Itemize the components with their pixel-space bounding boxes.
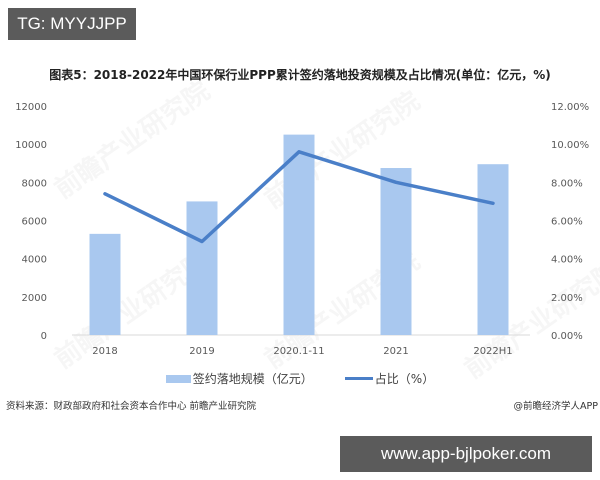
source-note: 资料来源：财政部政府和社会资本合作中心 前瞻产业研究院 [6,401,257,412]
chart-title: 图表5：2018-2022年中国环保行业PPP累计签约落地投资规模及占比情况(单… [49,68,551,82]
line-swatch-icon [344,377,373,380]
line-series [103,150,495,244]
right-tick-label: 10.00% [551,140,589,151]
left-tick-label: 2000 [22,293,47,304]
legend: 签约落地规模（亿元） 占比（%） [0,370,600,387]
x-axis-labels: 2018 2019 2020.1-11 2021 2022H1 [92,346,512,357]
left-axis: 0 2000 4000 6000 8000 10000 12000 [15,102,47,342]
x-tick-label: 2021 [383,346,408,357]
left-tick-label: 10000 [15,140,47,151]
bar [186,201,218,335]
bar-swatch-icon [165,374,191,383]
legend-item-bar: 签约落地规模（亿元） [165,370,313,387]
bar [380,168,412,335]
bar [89,233,121,335]
right-tick-label: 2.00% [551,293,583,304]
url-badge: www.app-bjlpoker.com [340,436,592,472]
right-tick-label: 0.00% [551,331,583,342]
left-tick-label: 6000 [22,217,47,228]
x-tick-label: 2020.1-11 [273,346,324,357]
tg-badge: TG: MYYJJPP [8,8,136,40]
right-axis: 0.00% 2.00% 4.00% 6.00% 8.00% 10.00% 12.00% [551,102,589,342]
left-tick-label: 4000 [22,255,47,266]
x-tick-label: 2022H1 [473,346,512,357]
right-tick-label: 6.00% [551,217,583,228]
bar [477,164,509,335]
right-tick-label: 12.00% [551,102,589,113]
legend-bar-label: 签约落地规模（亿元） [192,372,313,386]
legend-item-line: 占比（%） [344,370,435,387]
legend-line-label: 占比（%） [374,372,435,386]
x-tick-label: 2019 [189,346,214,357]
bar [283,134,315,335]
left-tick-label: 12000 [15,102,47,113]
bar-series [89,134,509,335]
x-tick-label: 2018 [92,346,117,357]
left-tick-label: 0 [41,331,47,342]
right-tick-label: 8.00% [551,178,583,189]
left-tick-label: 8000 [22,178,47,189]
right-tick-label: 4.00% [551,255,583,266]
credit-note: @前瞻经济学人APP [513,401,598,412]
